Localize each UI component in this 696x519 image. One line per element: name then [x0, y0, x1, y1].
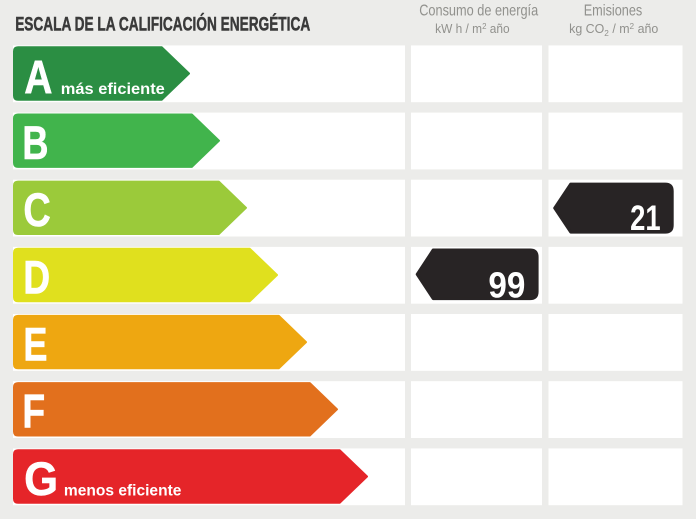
svg-text:G: G: [24, 452, 58, 505]
svg-text:B: B: [22, 116, 48, 169]
svg-text:C: C: [23, 183, 50, 236]
svg-text:A: A: [24, 50, 52, 103]
svg-text:más eficiente: más eficiente: [61, 81, 165, 98]
svg-text:menos eficiente: menos eficiente: [64, 483, 182, 500]
svg-text:D: D: [23, 250, 50, 303]
svg-text:ESCALA DE LA CALIFICACIÓN ENER: ESCALA DE LA CALIFICACIÓN ENERGÉTICA: [15, 11, 310, 35]
svg-text:Emisiones: Emisiones: [584, 3, 643, 20]
svg-text:21: 21: [630, 199, 661, 238]
svg-text:E: E: [23, 317, 47, 370]
svg-text:F: F: [22, 385, 45, 438]
svg-text:kg CO2 / m2 año: kg CO2 / m2 año: [569, 21, 658, 38]
svg-text:kW h / m2 año: kW h / m2 año: [435, 22, 510, 36]
svg-text:99: 99: [488, 265, 525, 306]
svg-text:Consumo de energía: Consumo de energía: [419, 3, 538, 20]
